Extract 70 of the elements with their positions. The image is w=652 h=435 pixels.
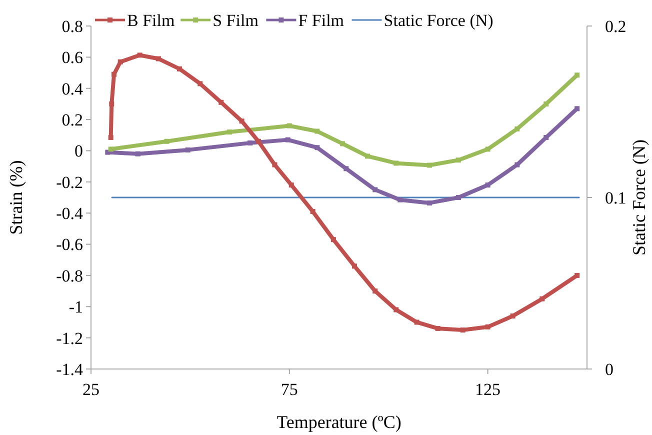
y-axis-title: Strain (%) [6, 160, 26, 235]
y-tick-label: -0.4 [56, 204, 84, 224]
point [256, 138, 261, 144]
point [108, 134, 114, 140]
point [485, 182, 490, 188]
point [456, 158, 461, 163]
y-tick-label: -0.2 [56, 172, 83, 192]
point [285, 137, 290, 142]
x-tick-label: 75 [280, 380, 298, 399]
point [344, 166, 349, 172]
y2-axis-title: Static Force (N) [629, 140, 649, 256]
point [112, 72, 117, 77]
point [340, 141, 346, 146]
point [218, 100, 224, 105]
point [314, 145, 320, 150]
point [456, 195, 461, 200]
point [137, 52, 142, 58]
point [574, 106, 580, 112]
legend-label: B Film [127, 11, 175, 30]
legend-label: Static Force (N) [384, 11, 494, 30]
point [310, 209, 316, 214]
y-tick-label: -1 [68, 298, 83, 317]
point [248, 140, 253, 146]
y-tick-label: 0.4 [62, 79, 84, 98]
y-tick-label: -0.6 [56, 235, 83, 254]
point [544, 101, 549, 106]
point [544, 134, 549, 140]
x-tick-label: 25 [82, 380, 100, 399]
point [372, 187, 378, 192]
point [394, 307, 399, 312]
point [105, 150, 110, 155]
point [352, 264, 357, 269]
point [485, 324, 490, 330]
point [288, 182, 294, 188]
point [514, 126, 520, 132]
point [540, 296, 545, 302]
x-axis-title: Temperature (ºC) [276, 412, 402, 432]
point [176, 66, 182, 72]
point [365, 154, 370, 159]
y-tick-label: 0.8 [62, 16, 83, 36]
y-tick-label: 0.6 [62, 48, 83, 68]
point [372, 288, 378, 294]
point [156, 56, 161, 62]
point [239, 118, 244, 124]
point [414, 320, 420, 325]
point [330, 237, 336, 242]
point [435, 326, 440, 331]
point [574, 72, 580, 78]
point [574, 272, 580, 278]
point [314, 128, 320, 134]
point [108, 146, 114, 152]
point [394, 160, 399, 166]
legend-label: S Film [212, 11, 258, 30]
legend-label: F Film [298, 11, 344, 30]
y-tick-label: 0.2 [62, 110, 83, 130]
point [272, 162, 278, 168]
x-tick-label: 125 [475, 380, 501, 399]
point [118, 59, 123, 64]
y-tick-label: -1.2 [56, 328, 83, 348]
point [510, 313, 516, 318]
y-tick-label: -0.8 [56, 266, 83, 286]
y2-tick-label: 0.1 [605, 188, 626, 208]
point [398, 197, 403, 202]
y2-tick-label: 0.2 [605, 16, 626, 36]
y-tick-label: -1.4 [56, 360, 84, 379]
y-tick-label: 0 [74, 142, 83, 161]
y2-tick-label: 0 [605, 360, 614, 379]
point [514, 162, 520, 168]
point [485, 146, 490, 152]
point [198, 81, 203, 86]
